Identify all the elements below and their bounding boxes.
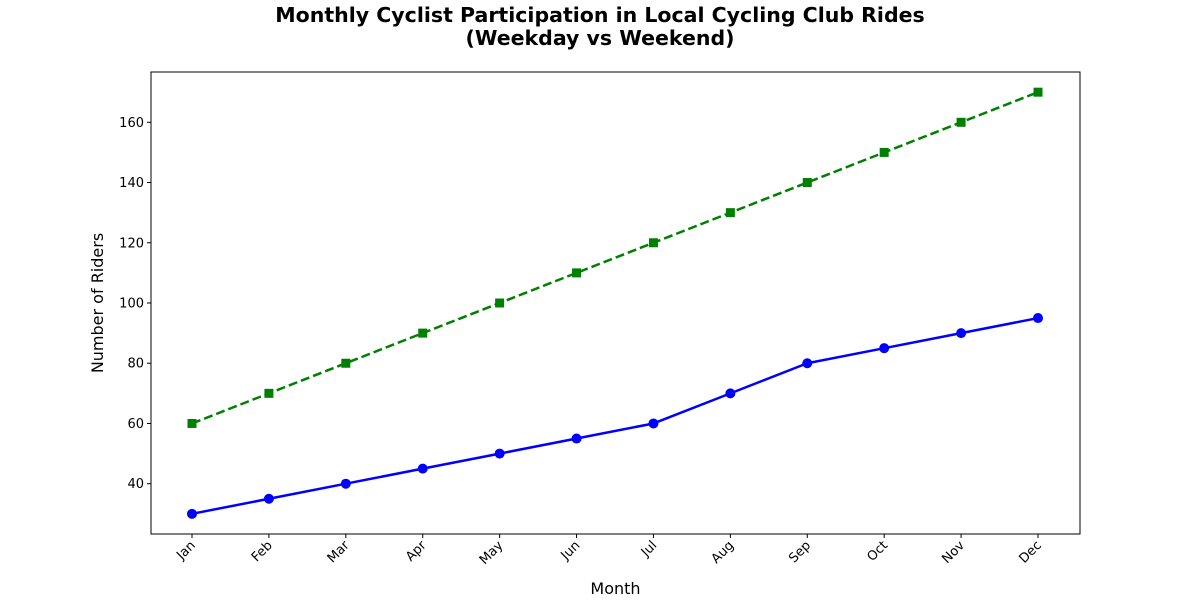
y-tick-label: 140 [119,176,144,191]
data-point [340,478,351,489]
series-line [191,91,1039,425]
data-point [417,463,428,474]
chart-title-line-2: (Weekday vs Weekend) [465,26,735,50]
data-point [725,388,736,399]
y-tick-label: 100 [119,297,144,312]
data-point [341,358,351,368]
series-layer [187,87,1043,519]
x-tick-label: Aug [709,538,738,567]
data-point [1033,87,1043,97]
data-point [1033,313,1043,324]
x-tick-label: Feb [249,538,276,565]
y-axis-label: Number of Riders [88,233,107,373]
data-point [187,508,197,519]
y-axis: 40 60 80 100 120 140 160 [119,116,151,492]
data-point [418,328,428,338]
x-tick-label: Jul [638,538,660,560]
x-tick-label: Sep [786,538,814,566]
data-point [263,493,274,504]
data-point [571,433,582,444]
y-tick-label: 160 [119,116,144,131]
data-point [879,147,889,157]
x-tick-label: Mar [325,538,353,566]
series-1 [187,313,1043,519]
data-point [264,388,274,398]
data-point [187,418,197,428]
data-point [494,448,505,459]
data-point [495,298,505,308]
series-line [191,316,1039,516]
x-tick-label: Jan [173,538,198,563]
data-point [572,268,582,278]
data-point [725,208,735,218]
x-tick-label: Oct [865,538,892,565]
data-point [802,178,812,188]
x-tick-label: May [477,538,507,568]
data-point [648,238,658,248]
y-tick-label: 120 [119,236,144,251]
y-tick-label: 80 [127,357,144,372]
x-tick-label: Dec [1016,538,1044,566]
y-tick-label: 60 [127,417,144,432]
data-point [956,328,967,339]
data-point [956,117,966,127]
data-point [879,343,890,354]
data-point [802,358,813,369]
x-tick-label: Apr [403,538,430,565]
y-tick-label: 40 [127,477,144,492]
x-axis: Jan Feb Mar Apr May Jun Jul Aug Sep Oct Nov Dec [173,534,1045,568]
x-tick-label: Jun [558,538,584,564]
series-2 [187,87,1043,428]
plot-frame [150,71,1081,535]
data-point [648,418,659,429]
plot-area [151,72,1080,534]
x-tick-label: Nov [939,538,968,567]
chart-title-line-1: Monthly Cyclist Participation in Local C… [275,3,925,27]
x-axis-label: Month [590,579,640,598]
